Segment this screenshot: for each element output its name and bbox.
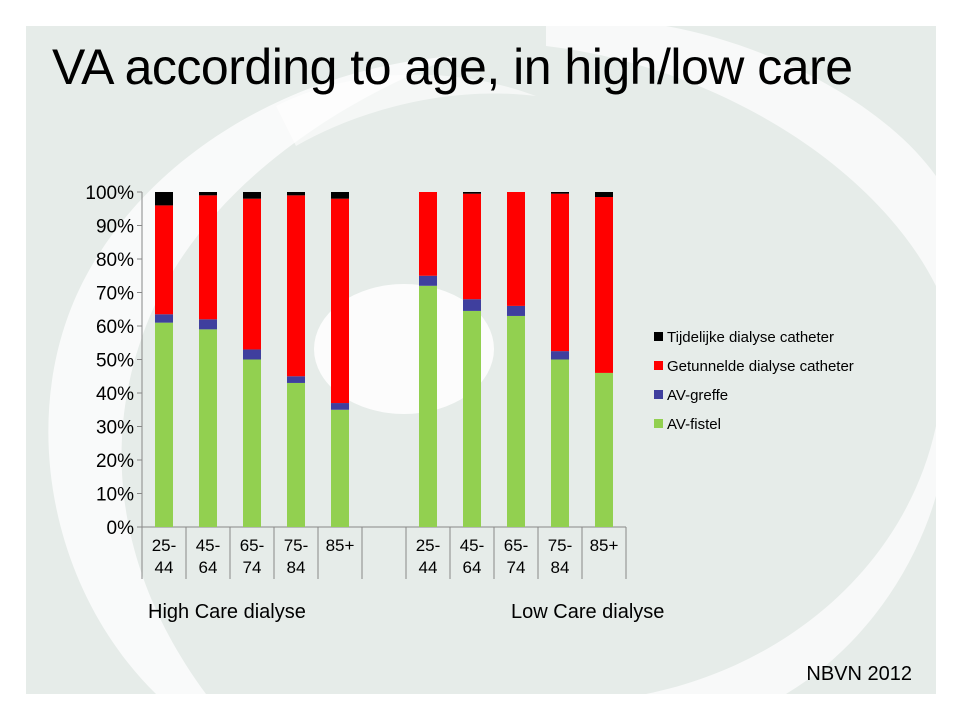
y-tick-label: 70%: [96, 284, 134, 305]
bar-segment-tijdelijke-dialyse-catheter: [551, 192, 569, 194]
bar-segment-tijdelijke-dialyse-catheter: [331, 192, 349, 199]
bar-segment-getunnelde-dialyse-catheter: [419, 192, 437, 276]
slide: VA according to age, in high/low care 0%…: [26, 26, 936, 694]
x-category-label: 44: [155, 558, 174, 577]
legend-label: Tijdelijke dialyse catheter: [667, 329, 834, 346]
x-category-label: 74: [243, 558, 262, 577]
bar-segment-getunnelde-dialyse-catheter: [551, 193, 569, 352]
bar-segment-av-greffe: [199, 319, 217, 330]
bar-segment-tijdelijke-dialyse-catheter: [243, 192, 261, 199]
bar-segment-getunnelde-dialyse-catheter: [331, 198, 349, 404]
bar-segment-av-fistel: [419, 285, 437, 527]
x-category-label: 84: [551, 558, 570, 577]
y-tick-label: 40%: [96, 384, 134, 405]
bar-segment-tijdelijke-dialyse-catheter: [287, 192, 305, 196]
background-swirl: [48, 26, 936, 694]
legend-swatch: [654, 419, 663, 428]
y-tick-label: 30%: [96, 418, 134, 439]
bar-segment-av-fistel: [507, 315, 525, 527]
bar-segment-av-fistel: [199, 329, 217, 527]
bar-segment-getunnelde-dialyse-catheter: [595, 197, 613, 373]
bar-segment-getunnelde-dialyse-catheter: [507, 192, 525, 306]
bar-segment-tijdelijke-dialyse-catheter: [463, 192, 481, 194]
legend-label: AV-fistel: [667, 416, 721, 433]
bar-segment-av-fistel: [331, 409, 349, 527]
legend-swatch: [654, 390, 663, 399]
bar-segment-getunnelde-dialyse-catheter: [199, 195, 217, 320]
bar-segment-tijdelijke-dialyse-catheter: [155, 192, 173, 206]
bar-segment-av-fistel: [595, 372, 613, 527]
bar-segment-getunnelde-dialyse-catheter: [243, 198, 261, 350]
y-tick-label: 90%: [96, 217, 134, 238]
x-category-label: 44: [419, 558, 438, 577]
bar-segment-getunnelde-dialyse-catheter: [155, 205, 173, 315]
x-category-label: 85+: [590, 536, 619, 555]
bar-segment-av-fistel: [243, 359, 261, 527]
x-category-label: 45-: [196, 536, 221, 555]
bar-segment-av-fistel: [463, 310, 481, 527]
group-label-high-care: High Care dialyse: [148, 601, 306, 623]
bar-segment-getunnelde-dialyse-catheter: [287, 195, 305, 377]
source-note: NBVN 2012: [806, 663, 912, 685]
bar-segment-av-fistel: [287, 382, 305, 527]
bar-segment-av-greffe: [155, 314, 173, 323]
bar-segment-av-greffe: [507, 305, 525, 316]
y-tick-label: 80%: [96, 250, 134, 271]
y-tick-label: 10%: [96, 485, 134, 506]
x-category-label: 85+: [326, 536, 355, 555]
x-category-label: 75-: [548, 536, 573, 555]
y-tick-label: 100%: [85, 183, 134, 204]
y-tick-label: 60%: [96, 317, 134, 338]
x-category-label: 65-: [240, 536, 265, 555]
x-category-label: 74: [507, 558, 526, 577]
bar-segment-tijdelijke-dialyse-catheter: [199, 192, 217, 196]
stacked-bar-chart: 0% 10% 20% 30% 40% 50% 60% 70% 80% 90% 100% 25- 44 4…: [85, 183, 854, 579]
group-label-low-care: Low Care dialyse: [511, 601, 665, 623]
bar-segment-av-greffe: [419, 275, 437, 286]
bar-segment-av-greffe: [551, 351, 569, 360]
y-tick-label: 50%: [96, 351, 134, 372]
x-category-label: 25-: [416, 536, 441, 555]
bar-segment-av-greffe: [243, 349, 261, 360]
bar-segment-av-fistel: [551, 359, 569, 527]
legend-swatch: [654, 332, 663, 341]
x-category-label: 45-: [460, 536, 485, 555]
slide-title: VA according to age, in high/low care: [52, 39, 853, 95]
x-category-label: 65-: [504, 536, 529, 555]
x-category-label: 25-: [152, 536, 177, 555]
legend-swatch: [654, 361, 663, 370]
bar-segment-av-greffe: [331, 403, 349, 410]
x-category-label: 75-: [284, 536, 309, 555]
bar-segment-getunnelde-dialyse-catheter: [463, 193, 481, 300]
bar-segment-av-fistel: [155, 322, 173, 527]
bar-segment-av-greffe: [463, 299, 481, 311]
legend-label: Getunnelde dialyse catheter: [667, 358, 854, 375]
bar-segment-tijdelijke-dialyse-catheter: [595, 192, 613, 198]
bar-segment-av-greffe: [287, 376, 305, 383]
y-tick-label: 20%: [96, 451, 134, 472]
x-category-label: 84: [287, 558, 306, 577]
x-category-label: 64: [463, 558, 482, 577]
x-category-label: 64: [199, 558, 218, 577]
y-tick-label: 0%: [107, 518, 135, 539]
legend-label: AV-greffe: [667, 387, 728, 404]
